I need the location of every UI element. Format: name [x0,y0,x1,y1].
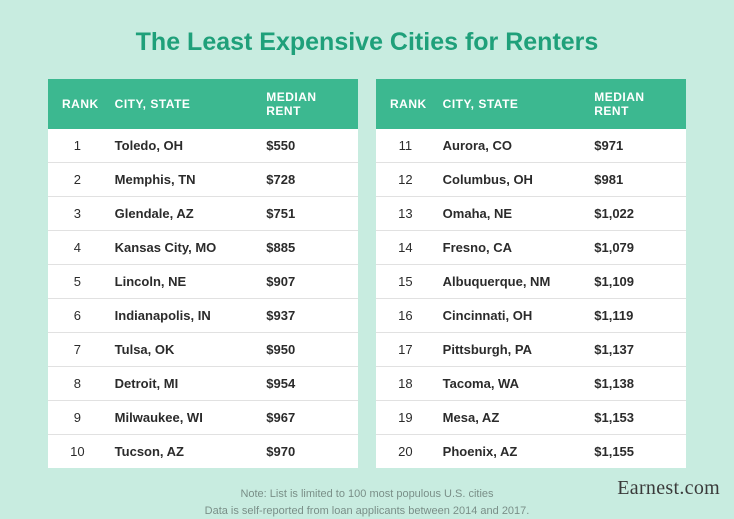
cell-city: Kansas City, MO [107,231,259,265]
cell-rank: 1 [48,129,107,163]
cell-city: Mesa, AZ [435,401,587,435]
table-row: 16Cincinnati, OH$1,119 [376,299,686,333]
cell-rent: $1,155 [586,435,686,469]
col-header-rent: MEDIAN RENT [258,79,358,129]
cell-city: Memphis, TN [107,163,259,197]
cell-rank: 10 [48,435,107,469]
cell-rent: $970 [258,435,358,469]
table-row: 12Columbus, OH$981 [376,163,686,197]
cell-rent: $1,119 [586,299,686,333]
cell-city: Toledo, OH [107,129,259,163]
table-row: 19Mesa, AZ$1,153 [376,401,686,435]
brand-label: Earnest.com [617,477,720,500]
rent-table-right: RANK CITY, STATE MEDIAN RENT 11Aurora, C… [376,79,686,468]
cell-rank: 20 [376,435,435,469]
cell-rank: 14 [376,231,435,265]
cell-city: Columbus, OH [435,163,587,197]
cell-rent: $907 [258,265,358,299]
cell-city: Tucson, AZ [107,435,259,469]
cell-rent: $1,153 [586,401,686,435]
table-row: 9Milwaukee, WI$967 [48,401,358,435]
cell-rent: $1,137 [586,333,686,367]
table-row: 20Phoenix, AZ$1,155 [376,435,686,469]
table-header-row: RANK CITY, STATE MEDIAN RENT [376,79,686,129]
cell-city: Milwaukee, WI [107,401,259,435]
cell-city: Glendale, AZ [107,197,259,231]
table-row: 5Lincoln, NE$907 [48,265,358,299]
cell-rank: 3 [48,197,107,231]
cell-rank: 8 [48,367,107,401]
col-header-city: CITY, STATE [107,79,259,129]
cell-rank: 6 [48,299,107,333]
cell-rent: $751 [258,197,358,231]
cell-rent: $1,109 [586,265,686,299]
cell-city: Fresno, CA [435,231,587,265]
table-row: 15Albuquerque, NM$1,109 [376,265,686,299]
cell-city: Omaha, NE [435,197,587,231]
footnote-line2: Data is self-reported from loan applican… [0,503,734,519]
cell-rank: 13 [376,197,435,231]
cell-city: Detroit, MI [107,367,259,401]
cell-rank: 9 [48,401,107,435]
cell-city: Aurora, CO [435,129,587,163]
cell-rent: $937 [258,299,358,333]
col-header-rent: MEDIAN RENT [586,79,686,129]
tables-container: RANK CITY, STATE MEDIAN RENT 1Toledo, OH… [0,79,734,468]
cell-rent: $1,138 [586,367,686,401]
col-header-rank: RANK [376,79,435,129]
cell-rent: $728 [258,163,358,197]
col-header-rank: RANK [48,79,107,129]
table-header-row: RANK CITY, STATE MEDIAN RENT [48,79,358,129]
cell-rank: 15 [376,265,435,299]
cell-city: Albuquerque, NM [435,265,587,299]
cell-rank: 16 [376,299,435,333]
cell-rent: $971 [586,129,686,163]
cell-rank: 18 [376,367,435,401]
cell-rank: 17 [376,333,435,367]
cell-city: Indianapolis, IN [107,299,259,333]
table-row: 13Omaha, NE$1,022 [376,197,686,231]
cell-city: Cincinnati, OH [435,299,587,333]
cell-rent: $550 [258,129,358,163]
table-row: 17Pittsburgh, PA$1,137 [376,333,686,367]
cell-rank: 19 [376,401,435,435]
rent-table-left: RANK CITY, STATE MEDIAN RENT 1Toledo, OH… [48,79,358,468]
cell-rank: 2 [48,163,107,197]
cell-rent: $981 [586,163,686,197]
table-row: 2Memphis, TN$728 [48,163,358,197]
cell-rank: 7 [48,333,107,367]
table-row: 11Aurora, CO$971 [376,129,686,163]
cell-city: Pittsburgh, PA [435,333,587,367]
table-row: 10Tucson, AZ$970 [48,435,358,469]
cell-city: Tulsa, OK [107,333,259,367]
cell-rank: 5 [48,265,107,299]
cell-city: Phoenix, AZ [435,435,587,469]
cell-rent: $1,079 [586,231,686,265]
cell-rent: $954 [258,367,358,401]
cell-city: Tacoma, WA [435,367,587,401]
col-header-city: CITY, STATE [435,79,587,129]
cell-rent: $885 [258,231,358,265]
page-title: The Least Expensive Cities for Renters [0,0,734,79]
table-row: 7Tulsa, OK$950 [48,333,358,367]
cell-rank: 4 [48,231,107,265]
cell-rank: 12 [376,163,435,197]
cell-rent: $967 [258,401,358,435]
cell-rent: $950 [258,333,358,367]
table-row: 6Indianapolis, IN$937 [48,299,358,333]
table-row: 8Detroit, MI$954 [48,367,358,401]
table-row: 4Kansas City, MO$885 [48,231,358,265]
cell-rent: $1,022 [586,197,686,231]
table-row: 18Tacoma, WA$1,138 [376,367,686,401]
table-row: 3Glendale, AZ$751 [48,197,358,231]
cell-city: Lincoln, NE [107,265,259,299]
table-row: 1Toledo, OH$550 [48,129,358,163]
table-row: 14Fresno, CA$1,079 [376,231,686,265]
cell-rank: 11 [376,129,435,163]
